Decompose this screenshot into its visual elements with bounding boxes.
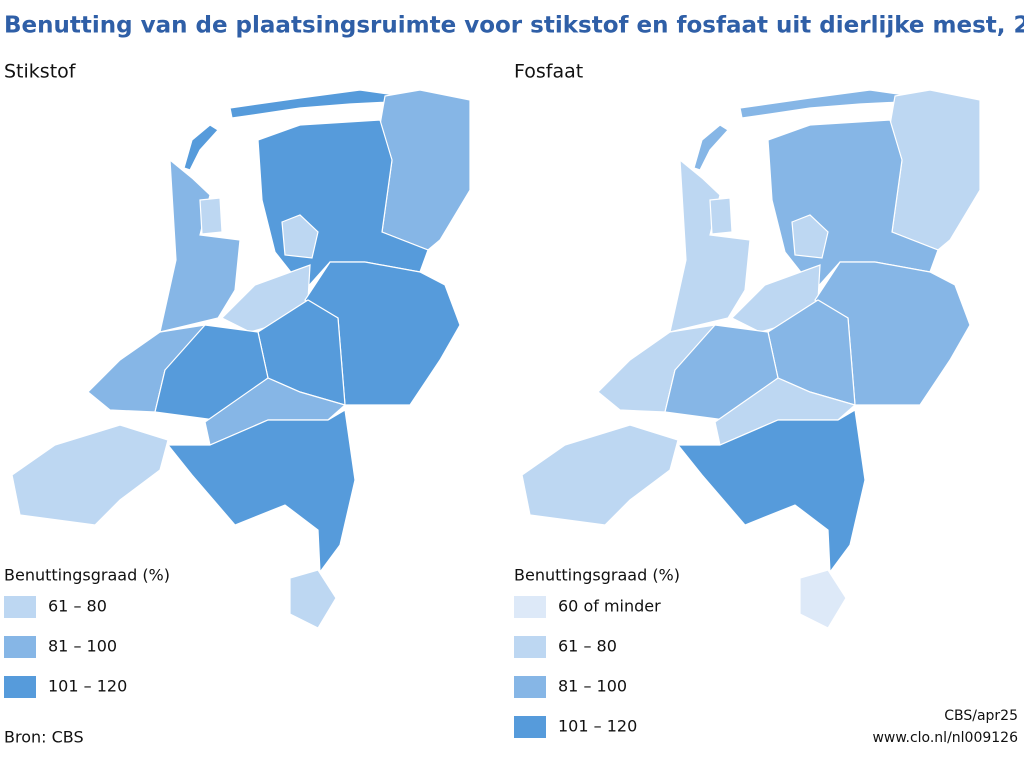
region bbox=[889, 89, 981, 251]
legend-swatch bbox=[4, 636, 36, 658]
source: Bron: CBS bbox=[4, 728, 84, 747]
credit-url: www.clo.nl/nl009126 bbox=[872, 730, 1018, 746]
legend-title: Benuttingsgraad (%) bbox=[4, 566, 170, 585]
legend-label: 81 – 100 bbox=[48, 637, 117, 656]
legend-label: 101 – 120 bbox=[48, 677, 127, 696]
legend-label: 81 – 100 bbox=[558, 677, 627, 696]
page-title: Benutting van de plaatsingsruimte voor s… bbox=[4, 13, 1024, 39]
region bbox=[289, 569, 337, 629]
region bbox=[676, 409, 866, 574]
region bbox=[11, 424, 169, 526]
legend-swatch bbox=[514, 676, 546, 698]
map-title: Fosfaat bbox=[514, 61, 583, 83]
region bbox=[669, 158, 751, 333]
region bbox=[199, 197, 319, 259]
credit: CBS/apr25 bbox=[944, 708, 1018, 724]
legend-swatch bbox=[4, 596, 36, 618]
map-title: Stikstof bbox=[4, 61, 77, 83]
region bbox=[159, 158, 241, 333]
legend-swatch bbox=[514, 716, 546, 738]
region bbox=[709, 197, 829, 259]
region bbox=[183, 89, 397, 171]
legend-label: 60 of minder bbox=[558, 597, 661, 616]
region bbox=[799, 569, 847, 629]
legend-swatch bbox=[4, 676, 36, 698]
region bbox=[379, 89, 471, 251]
legend-swatch bbox=[514, 636, 546, 658]
region bbox=[693, 89, 907, 171]
legend-label: 101 – 120 bbox=[558, 717, 637, 736]
region bbox=[521, 424, 679, 526]
legend-swatch bbox=[514, 596, 546, 618]
region bbox=[166, 409, 356, 574]
legend-title: Benuttingsgraad (%) bbox=[514, 566, 680, 585]
legend-label: 61 – 80 bbox=[558, 637, 617, 656]
legend-label: 61 – 80 bbox=[48, 597, 107, 616]
